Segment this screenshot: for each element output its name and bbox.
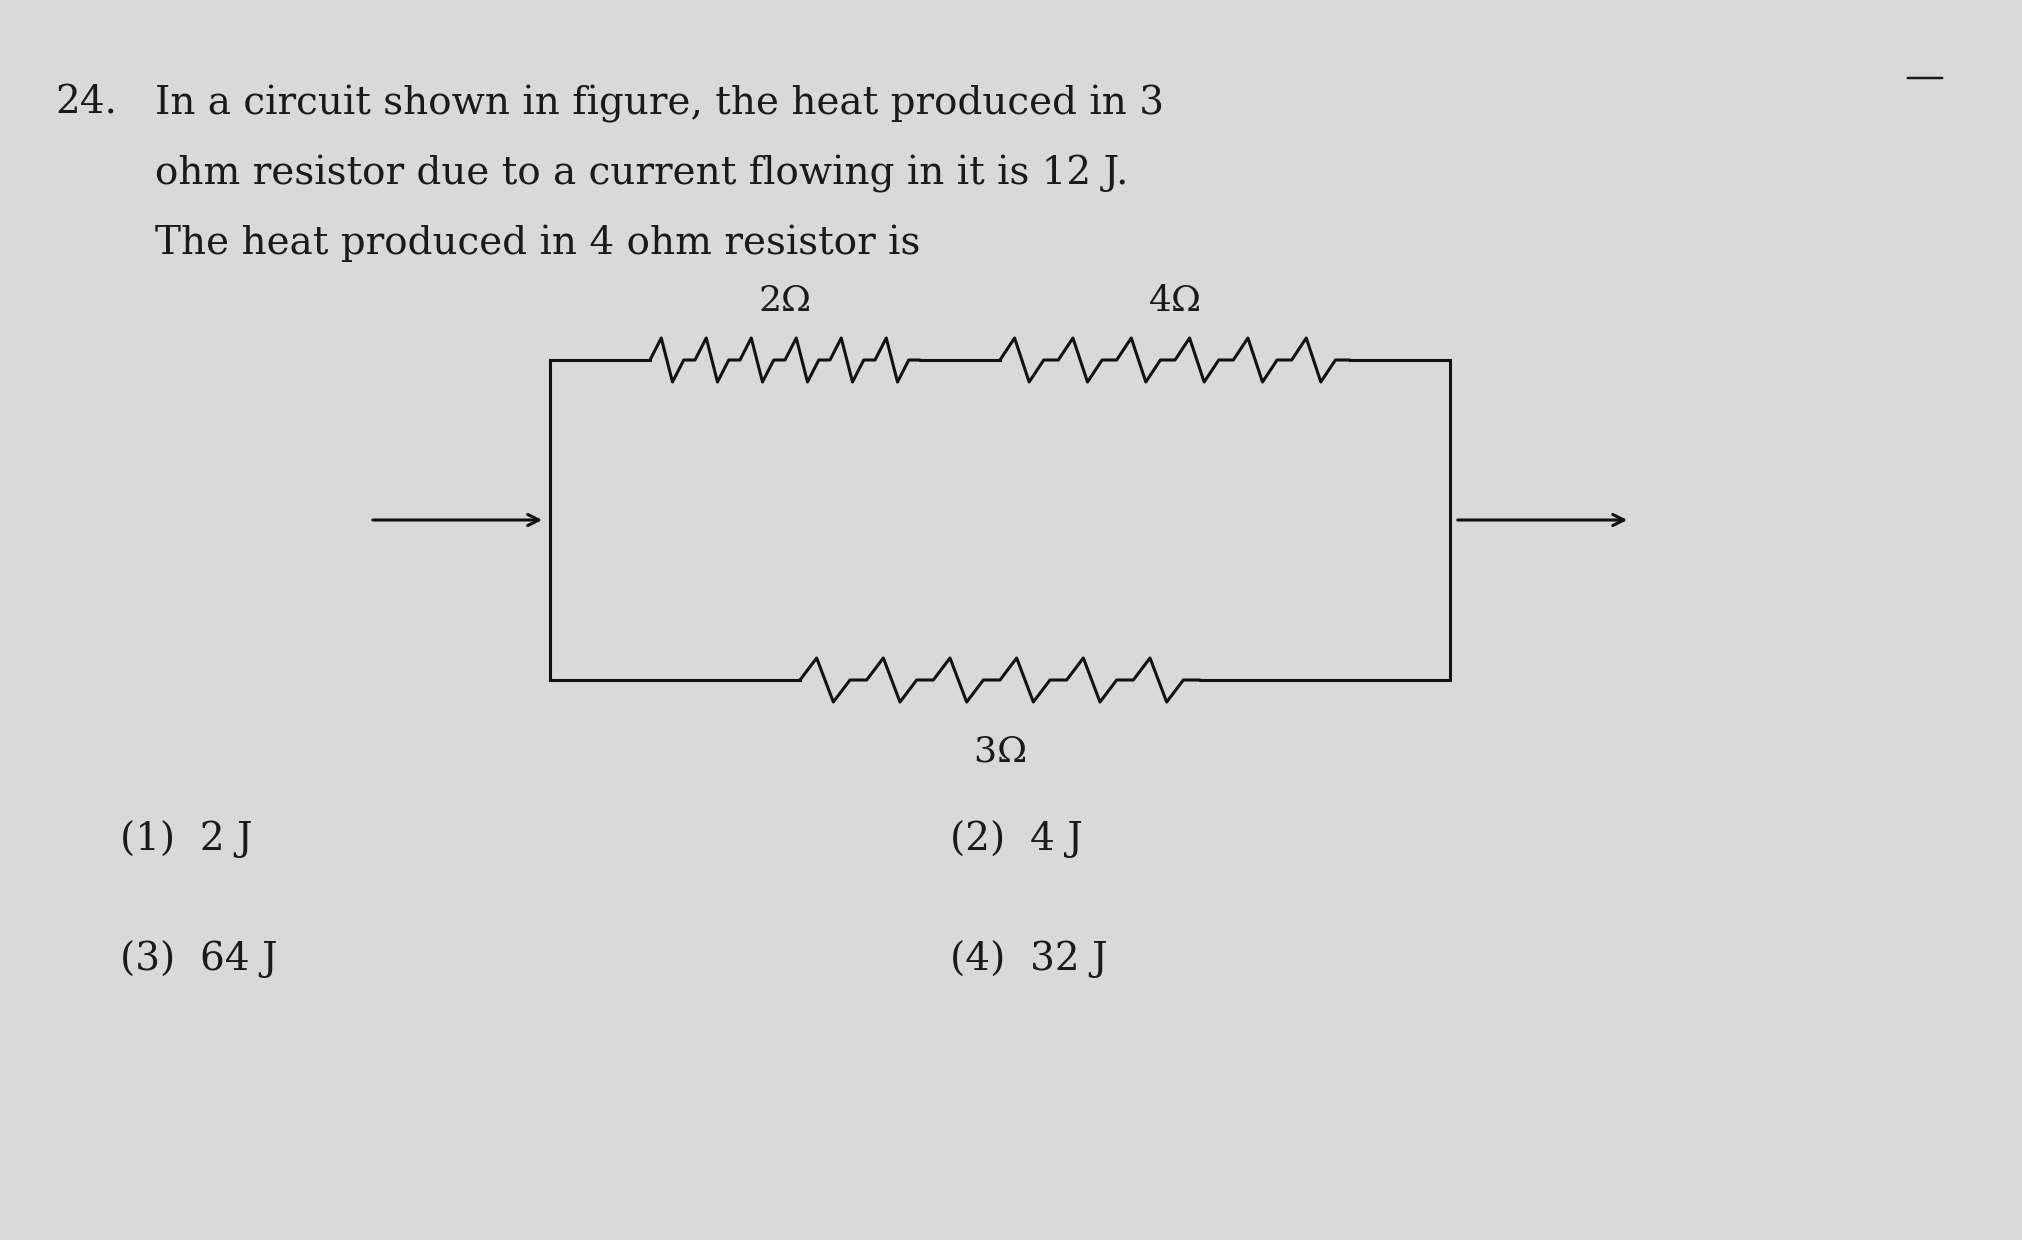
Text: 2Ω: 2Ω [758,284,811,317]
Text: 3Ω​: 3Ω​ [973,735,1027,769]
Text: (2)  4 J: (2) 4 J [950,820,1084,858]
Text: (3)  64 J: (3) 64 J [119,940,277,978]
Text: 4Ω: 4Ω [1148,284,1201,317]
Text: (1)  2 J: (1) 2 J [119,820,253,858]
Text: The heat produced in 4 ohm resistor is: The heat produced in 4 ohm resistor is [156,224,920,263]
Text: ohm resistor due to a current flowing in it is 12 J.: ohm resistor due to a current flowing in… [156,155,1128,193]
Text: (4)  32 J: (4) 32 J [950,940,1108,978]
Text: In a circuit shown in figure, the heat produced in 3: In a circuit shown in figure, the heat p… [156,86,1165,123]
Text: 24.: 24. [55,86,117,122]
